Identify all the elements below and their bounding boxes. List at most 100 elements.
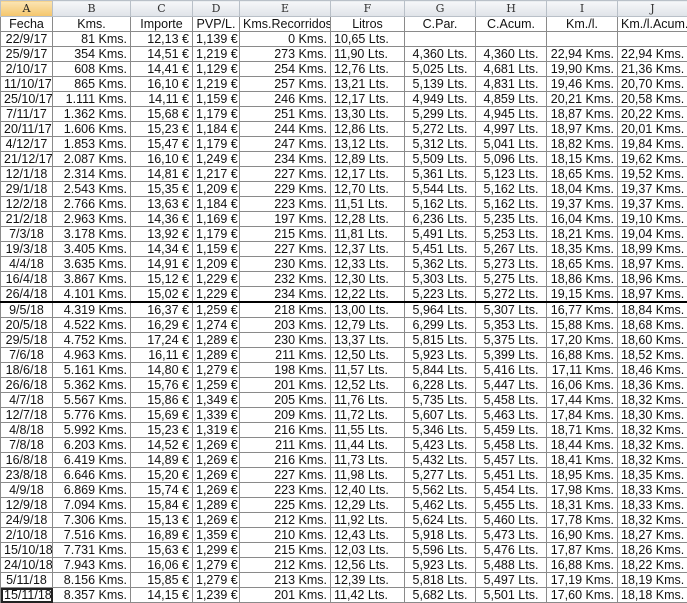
cell-c[interactable]: 16,29 € <box>131 318 193 333</box>
cell-j[interactable]: 18,32 Kms. <box>618 453 687 468</box>
cell-f[interactable]: 12,28 Lts. <box>331 212 405 227</box>
cell-j[interactable]: 18,97 Kms. <box>618 287 687 303</box>
cell-a[interactable]: 7/3/18 <box>1 227 53 242</box>
cell-d[interactable]: 1,179 € <box>193 107 240 122</box>
cell-a[interactable]: 11/10/17 <box>1 77 53 92</box>
cell-i[interactable]: 19,46 Kms. <box>547 77 618 92</box>
cell-i[interactable]: 22,94 Kms. <box>547 47 618 62</box>
cell-h[interactable]: 5,267 Lts. <box>476 242 547 257</box>
cell-d[interactable]: 1,129 € <box>193 62 240 77</box>
cell-c[interactable]: 16,89 € <box>131 528 193 543</box>
cell-a[interactable]: 7/11/17 <box>1 107 53 122</box>
header-cell[interactable]: PVP/L. <box>193 17 240 32</box>
cell-b[interactable]: 3.635 Kms. <box>53 257 131 272</box>
cell-h[interactable]: 5,501 Lts. <box>476 588 547 603</box>
cell-f[interactable]: 12,43 Lts. <box>331 528 405 543</box>
cell-c[interactable]: 15,63 € <box>131 543 193 558</box>
cell-i[interactable]: 18,86 Kms. <box>547 272 618 287</box>
cell-e[interactable]: 223 Kms. <box>240 197 331 212</box>
cell-d[interactable]: 1,219 € <box>193 47 240 62</box>
cell-c[interactable]: 14,89 € <box>131 453 193 468</box>
cell-j[interactable]: 18,30 Kms. <box>618 408 687 423</box>
cell-f[interactable]: 11,72 Lts. <box>331 408 405 423</box>
cell-e[interactable]: 213 Kms. <box>240 573 331 588</box>
cell-d[interactable]: 1,249 € <box>193 152 240 167</box>
cell-i[interactable]: 17,44 Kms. <box>547 393 618 408</box>
cell-g[interactable]: 5,607 Lts. <box>405 408 476 423</box>
cell-d[interactable]: 1,239 € <box>193 588 240 603</box>
cell-e[interactable]: 273 Kms. <box>240 47 331 62</box>
cell-a[interactable]: 12/2/18 <box>1 197 53 212</box>
cell-j[interactable]: 19,37 Kms. <box>618 197 687 212</box>
cell-b[interactable]: 7.943 Kms. <box>53 558 131 573</box>
cell-i[interactable]: 18,21 Kms. <box>547 227 618 242</box>
cell-e[interactable]: 203 Kms. <box>240 318 331 333</box>
cell-d[interactable]: 1,299 € <box>193 543 240 558</box>
cell-c[interactable]: 14,15 € <box>131 588 193 603</box>
column-header-f[interactable]: F <box>331 1 405 17</box>
cell-d[interactable]: 1,219 € <box>193 77 240 92</box>
cell-e[interactable]: 198 Kms. <box>240 363 331 378</box>
cell-a[interactable]: 19/3/18 <box>1 242 53 257</box>
cell-g[interactable]: 5,491 Lts. <box>405 227 476 242</box>
cell-f[interactable]: 11,57 Lts. <box>331 363 405 378</box>
cell-a[interactable]: 25/9/17 <box>1 47 53 62</box>
cell-i[interactable]: 18,31 Kms. <box>547 498 618 513</box>
cell-b[interactable]: 8.357 Kms. <box>53 588 131 603</box>
cell-g[interactable]: 5,964 Lts. <box>405 302 476 318</box>
cell-b[interactable]: 4.522 Kms. <box>53 318 131 333</box>
cell-f[interactable]: 12,86 Lts. <box>331 122 405 137</box>
cell-i[interactable]: 15,88 Kms. <box>547 318 618 333</box>
cell-f[interactable]: 12,03 Lts. <box>331 543 405 558</box>
header-cell[interactable]: Fecha <box>1 17 53 32</box>
cell-g[interactable]: 4,360 Lts. <box>405 47 476 62</box>
cell-f[interactable]: 11,98 Lts. <box>331 468 405 483</box>
header-cell[interactable]: Importe <box>131 17 193 32</box>
cell-b[interactable]: 354 Kms. <box>53 47 131 62</box>
cell-a[interactable]: 4/8/18 <box>1 423 53 438</box>
cell-j[interactable]: 19,84 Kms. <box>618 137 687 152</box>
cell-j[interactable]: 18,32 Kms. <box>618 423 687 438</box>
cell-g[interactable]: 5,299 Lts. <box>405 107 476 122</box>
cell-e[interactable]: 225 Kms. <box>240 498 331 513</box>
cell-b[interactable]: 608 Kms. <box>53 62 131 77</box>
cell-b[interactable]: 5.992 Kms. <box>53 423 131 438</box>
cell-h[interactable]: 5,463 Lts. <box>476 408 547 423</box>
cell-a[interactable]: 18/6/18 <box>1 363 53 378</box>
cell-e[interactable]: 216 Kms. <box>240 423 331 438</box>
cell-c[interactable]: 17,24 € <box>131 333 193 348</box>
cell-c[interactable]: 14,80 € <box>131 363 193 378</box>
cell-h[interactable]: 5,399 Lts. <box>476 348 547 363</box>
cell-j[interactable]: 18,27 Kms. <box>618 528 687 543</box>
column-header-j[interactable]: J <box>618 1 687 17</box>
cell-g[interactable]: 5,596 Lts. <box>405 543 476 558</box>
cell-h[interactable]: 5,476 Lts. <box>476 543 547 558</box>
cell-f[interactable]: 11,42 Lts. <box>331 588 405 603</box>
cell-a[interactable]: 22/9/17 <box>1 32 53 47</box>
cell-j[interactable]: 19,04 Kms. <box>618 227 687 242</box>
cell-d[interactable]: 1,319 € <box>193 423 240 438</box>
cell-d[interactable]: 1,269 € <box>193 453 240 468</box>
cell-c[interactable]: 16,06 € <box>131 558 193 573</box>
cell-d[interactable]: 1,289 € <box>193 333 240 348</box>
cell-g[interactable]: 5,139 Lts. <box>405 77 476 92</box>
cell-b[interactable]: 6.869 Kms. <box>53 483 131 498</box>
cell-j[interactable]: 18,52 Kms. <box>618 348 687 363</box>
cell-f[interactable]: 12,50 Lts. <box>331 348 405 363</box>
cell-c[interactable]: 15,02 € <box>131 287 193 303</box>
cell-j[interactable]: 18,32 Kms. <box>618 438 687 453</box>
cell-d[interactable]: 1,269 € <box>193 483 240 498</box>
cell-e[interactable]: 227 Kms. <box>240 242 331 257</box>
cell-e[interactable]: 212 Kms. <box>240 558 331 573</box>
cell-i[interactable]: 19,90 Kms. <box>547 62 618 77</box>
cell-b[interactable]: 1.111 Kms. <box>53 92 131 107</box>
cell-b[interactable]: 2.314 Kms. <box>53 167 131 182</box>
cell-g[interactable]: 5,277 Lts. <box>405 468 476 483</box>
cell-b[interactable]: 3.178 Kms. <box>53 227 131 242</box>
cell-h[interactable]: 5,497 Lts. <box>476 573 547 588</box>
cell-i[interactable]: 16,88 Kms. <box>547 348 618 363</box>
cell-c[interactable]: 15,76 € <box>131 378 193 393</box>
cell-d[interactable]: 1,289 € <box>193 498 240 513</box>
cell-e[interactable]: 232 Kms. <box>240 272 331 287</box>
cell-g[interactable]: 4,949 Lts. <box>405 92 476 107</box>
